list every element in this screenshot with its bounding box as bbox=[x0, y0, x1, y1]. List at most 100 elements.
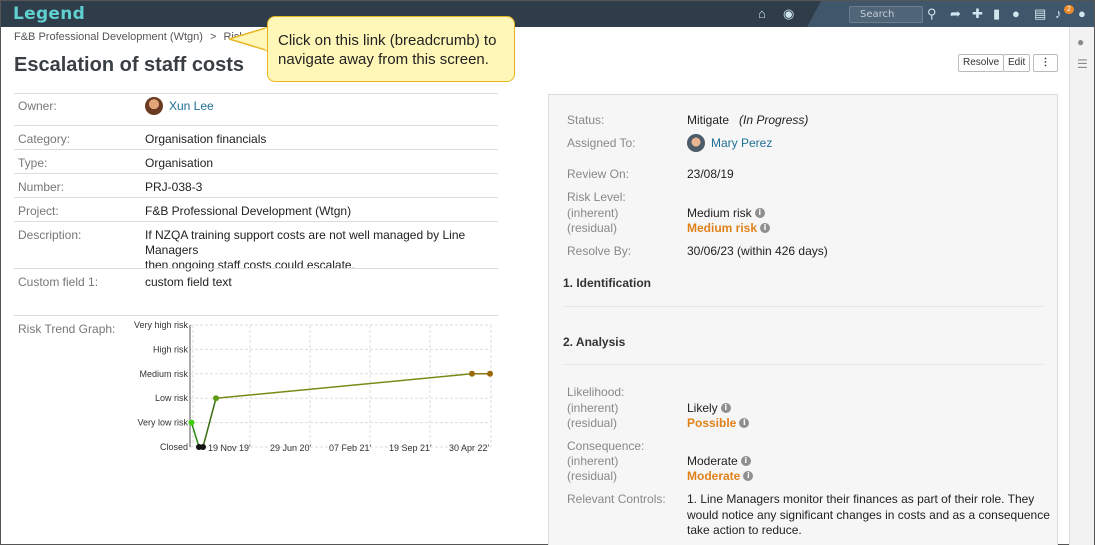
consequence-residual-text: Moderate bbox=[687, 469, 741, 483]
series-line bbox=[190, 422, 200, 448]
user-icon[interactable]: ● bbox=[1078, 6, 1086, 21]
comments-icon[interactable]: ● bbox=[1077, 35, 1085, 49]
page-title: Escalation of staff costs bbox=[14, 54, 245, 76]
info-icon[interactable]: i bbox=[754, 207, 765, 218]
series-point bbox=[469, 370, 475, 377]
likelihood-label: Likelihood: bbox=[567, 385, 625, 399]
likelihood-residual: Possible i bbox=[687, 416, 750, 430]
callout-pointer bbox=[229, 27, 269, 52]
breadcrumb: F&B Professional Development (Wtgn) > Ri… bbox=[14, 31, 250, 43]
breadcrumb-parent-link[interactable]: F&B Professional Development (Wtgn) bbox=[14, 31, 203, 43]
likelihood-inherent: Likely i bbox=[687, 401, 731, 415]
resolve-by-label: Resolve By: bbox=[567, 244, 632, 258]
x-tick-label: 19 Sep 21' bbox=[389, 443, 432, 453]
type-row: Type: Organisation bbox=[14, 149, 498, 173]
owner-link[interactable]: Xun Lee bbox=[169, 99, 214, 114]
section-identification[interactable]: 1. Identification bbox=[563, 276, 652, 290]
info-icon[interactable]: i bbox=[720, 402, 731, 413]
info-icon[interactable]: i bbox=[743, 470, 754, 481]
chat-icon[interactable]: ● bbox=[1012, 6, 1020, 21]
y-tick-label: Very low risk bbox=[137, 418, 188, 428]
series-point bbox=[487, 370, 493, 377]
risk-level-residual-text: Medium risk bbox=[687, 221, 758, 235]
y-tick-label: Medium risk bbox=[139, 369, 188, 379]
right-side-rail: ● ☰ bbox=[1069, 27, 1094, 545]
divider bbox=[563, 364, 1043, 365]
assigned-label: Assigned To: bbox=[567, 136, 636, 150]
bell-icon[interactable]: ♪ bbox=[1055, 6, 1062, 21]
likelihood-residual-label: (residual) bbox=[567, 416, 618, 430]
bookmark-icon[interactable]: ▮ bbox=[993, 6, 1001, 21]
assigned-link[interactable]: Mary Perez bbox=[711, 136, 773, 151]
owner-row: Owner: Xun Lee bbox=[14, 93, 498, 125]
divider bbox=[563, 306, 1043, 307]
list-icon[interactable]: ☰ bbox=[1077, 57, 1088, 71]
likelihood-inherent-label: (inherent) bbox=[567, 401, 619, 415]
info-icon[interactable]: i bbox=[739, 417, 750, 428]
y-tick-label: Closed bbox=[160, 442, 188, 452]
number-label: Number: bbox=[18, 180, 65, 194]
consequence-residual-label: (residual) bbox=[567, 469, 618, 483]
owner-value[interactable]: Xun Lee bbox=[145, 97, 214, 116]
controls-label: Relevant Controls: bbox=[567, 492, 666, 506]
consequence-residual: Moderate i bbox=[687, 469, 754, 483]
chart-y-labels: Closed Very low risk Low risk Medium risk Hi… bbox=[134, 320, 189, 452]
risk-level-inherent: Medium risk i bbox=[687, 206, 765, 220]
trend-label: Risk Trend Graph: bbox=[18, 322, 116, 336]
resolve-button[interactable]: Resolve bbox=[958, 54, 1005, 72]
status-note: (In Progress) bbox=[739, 113, 809, 127]
document-icon[interactable]: ▤ bbox=[1034, 6, 1047, 21]
y-tick-label: Very high risk bbox=[134, 320, 189, 330]
status-text: Mitigate bbox=[687, 113, 730, 127]
risk-level-label: Risk Level: bbox=[567, 190, 626, 204]
number-value: PRJ-038-3 bbox=[145, 180, 203, 194]
search-icon[interactable]: ⚲ bbox=[927, 6, 937, 21]
top-navigation-bar: Legend ⌂ ◉ Search ⚲ ➦ ✚ ▮ ● ▤ ♪ 2 ● bbox=[1, 1, 1094, 27]
controls-line: 1. Line Managers monitor their finances … bbox=[687, 492, 1035, 506]
description-line: If NZQA training support costs are not w… bbox=[145, 228, 466, 257]
type-label: Type: bbox=[18, 156, 48, 170]
info-icon[interactable]: i bbox=[760, 222, 771, 233]
category-value: Organisation financials bbox=[145, 132, 267, 146]
type-value: Organisation bbox=[145, 156, 214, 170]
trend-row: Risk Trend Graph: bbox=[14, 315, 498, 336]
y-tick-label: High risk bbox=[153, 344, 189, 354]
series-line bbox=[215, 373, 473, 399]
callout-text: Click on this link (breadcrumb) to navig… bbox=[278, 32, 497, 68]
consequence-inherent-text: Moderate bbox=[687, 454, 738, 468]
series-line bbox=[202, 398, 217, 448]
more-options-button[interactable]: ⋮ bbox=[1033, 54, 1058, 72]
app-logo[interactable]: Legend bbox=[13, 4, 86, 24]
risk-level-residual: Medium risk i bbox=[687, 221, 771, 235]
series-point bbox=[213, 395, 219, 402]
section-analysis[interactable]: 2. Analysis bbox=[563, 335, 626, 349]
project-row: Project: F&B Professional Development (W… bbox=[14, 197, 498, 221]
review-value: 23/08/19 bbox=[687, 167, 734, 181]
category-label: Category: bbox=[18, 132, 71, 146]
custom-field-row: Custom field 1: custom field text bbox=[14, 268, 498, 315]
project-link[interactable]: F&B Professional Development (Wtgn) bbox=[145, 204, 352, 218]
status-panel: Status: Mitigate (In Progress) Assigned … bbox=[548, 94, 1058, 545]
globe-icon[interactable]: ◉ bbox=[783, 6, 795, 21]
consequence-inherent-label: (inherent) bbox=[567, 454, 619, 468]
edit-button[interactable]: Edit bbox=[1003, 54, 1031, 72]
info-icon[interactable]: i bbox=[740, 455, 751, 466]
plus-icon[interactable]: ✚ bbox=[972, 6, 983, 21]
tutorial-callout: Click on this link (breadcrumb) to navig… bbox=[267, 16, 515, 82]
status-label: Status: bbox=[567, 113, 605, 127]
series-point bbox=[188, 419, 195, 426]
controls-line: take action to reduce. bbox=[687, 523, 802, 537]
likelihood-inherent-text: Likely bbox=[687, 401, 718, 415]
x-tick-label: 29 Jun 20' bbox=[270, 443, 312, 453]
assigned-value[interactable]: Mary Perez bbox=[687, 134, 773, 153]
risk-level-residual-label: (residual) bbox=[567, 221, 618, 235]
risk-level-inherent-label: (inherent) bbox=[567, 206, 619, 220]
risk-trend-chart: Closed Very low risk Low risk Medium risk Hi… bbox=[134, 320, 493, 453]
risk-level-inherent-text: Medium risk bbox=[687, 206, 752, 220]
x-tick-label: 07 Feb 21' bbox=[329, 443, 372, 453]
x-tick-label: 19 Nov 19' bbox=[208, 443, 251, 453]
custom-field-value: custom field text bbox=[145, 275, 232, 289]
home-icon[interactable]: ⌂ bbox=[758, 6, 766, 21]
share-icon[interactable]: ➦ bbox=[950, 6, 961, 21]
search-input[interactable]: Search bbox=[849, 6, 923, 23]
